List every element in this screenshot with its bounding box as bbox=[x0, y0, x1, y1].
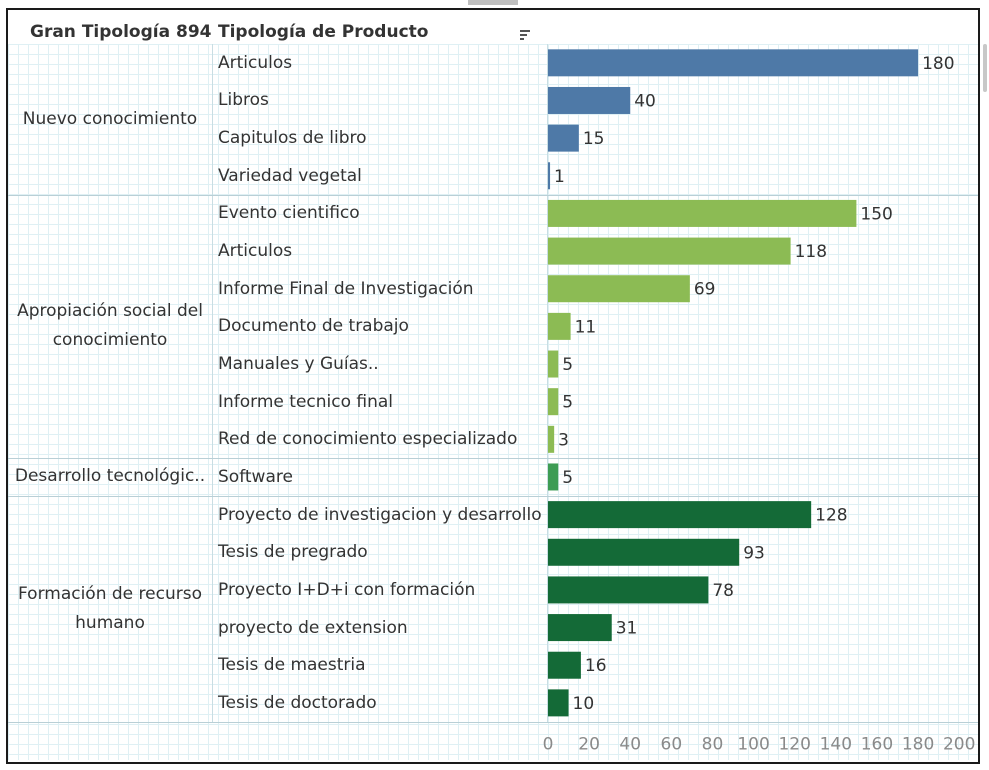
data-label: 128 bbox=[815, 506, 847, 526]
x-tick-label: 20 bbox=[578, 735, 600, 755]
bar[interactable] bbox=[548, 312, 571, 340]
bar[interactable] bbox=[548, 501, 812, 529]
category-column-header[interactable]: Tipología de Producto bbox=[218, 22, 429, 42]
x-tick-label: 0 bbox=[543, 735, 554, 755]
category-label[interactable]: Libros bbox=[218, 90, 269, 111]
x-tick-label: 80 bbox=[702, 735, 724, 755]
x-tick-label: 160 bbox=[861, 735, 893, 755]
category-label[interactable]: Red de conocimiento especializado bbox=[218, 429, 518, 450]
bar[interactable] bbox=[548, 86, 631, 114]
x-tick-label: 120 bbox=[778, 735, 810, 755]
category-label[interactable]: Tesis de doctorado bbox=[218, 692, 377, 713]
category-label[interactable]: proyecto de extension bbox=[218, 617, 408, 638]
data-label: 5 bbox=[562, 468, 573, 488]
x-tick-label: 200 bbox=[943, 735, 975, 755]
data-label: 1 bbox=[554, 167, 565, 187]
x-tick-label: 100 bbox=[737, 735, 769, 755]
bar[interactable] bbox=[548, 237, 791, 265]
category-label[interactable]: Informe tecnico final bbox=[218, 391, 394, 412]
category-label[interactable]: Tesis de maestria bbox=[218, 655, 366, 676]
category-label[interactable]: Tesis de pregrado bbox=[218, 542, 368, 563]
sort-icon[interactable] bbox=[520, 30, 530, 40]
category-label[interactable]: Evento cientifico bbox=[218, 203, 360, 224]
axis-baseline bbox=[547, 44, 548, 722]
group-label[interactable]: Desarrollo tecnológic.. bbox=[14, 466, 206, 487]
data-label: 69 bbox=[694, 280, 716, 300]
data-label: 5 bbox=[562, 393, 573, 413]
data-label: 93 bbox=[743, 543, 765, 563]
data-label: 15 bbox=[583, 129, 605, 149]
category-label[interactable]: Proyecto de investigacion y desarrollo bbox=[218, 504, 542, 525]
grid-background bbox=[8, 44, 978, 760]
bar[interactable] bbox=[548, 388, 559, 416]
top-tab-indicator bbox=[468, 0, 518, 5]
category-label[interactable]: Documento de trabajo bbox=[218, 316, 409, 337]
data-label: 118 bbox=[795, 242, 827, 262]
bar[interactable] bbox=[548, 275, 690, 303]
group-separator bbox=[8, 194, 978, 196]
bar[interactable] bbox=[548, 162, 551, 190]
bar[interactable] bbox=[548, 425, 555, 453]
category-label[interactable]: Manuales y Guías.. bbox=[218, 354, 379, 375]
data-label: 150 bbox=[860, 204, 892, 224]
x-tick-label: 60 bbox=[661, 735, 683, 755]
category-label[interactable]: Articulos bbox=[218, 241, 293, 262]
bar[interactable] bbox=[548, 614, 612, 642]
bar[interactable] bbox=[548, 124, 579, 152]
group-separator bbox=[8, 495, 978, 497]
bar[interactable] bbox=[548, 651, 581, 679]
data-label: 5 bbox=[562, 355, 573, 375]
category-label[interactable]: Informe Final de Investigación bbox=[218, 278, 474, 299]
data-label: 78 bbox=[712, 581, 734, 601]
data-label: 11 bbox=[575, 317, 597, 337]
data-label: 3 bbox=[558, 430, 569, 450]
axis-separator bbox=[8, 721, 978, 723]
category-label[interactable]: Articulos bbox=[218, 52, 293, 73]
data-label: 31 bbox=[616, 619, 638, 639]
bar[interactable] bbox=[548, 689, 569, 717]
x-tick-label: 180 bbox=[902, 735, 934, 755]
group-separator bbox=[8, 458, 978, 460]
bar[interactable] bbox=[548, 199, 857, 227]
scrollbar[interactable] bbox=[983, 44, 987, 92]
data-label: 16 bbox=[585, 656, 607, 676]
data-label: 10 bbox=[573, 694, 595, 714]
group-label[interactable]: Formación de recurso humano bbox=[18, 583, 202, 633]
category-label[interactable]: Variedad vegetal bbox=[218, 165, 362, 186]
bar[interactable] bbox=[548, 49, 919, 77]
column-divider bbox=[212, 44, 213, 722]
bar[interactable] bbox=[548, 538, 740, 566]
group-label[interactable]: Apropiación social del conocimiento bbox=[17, 301, 203, 351]
x-tick-label: 40 bbox=[619, 735, 641, 755]
category-label[interactable]: Proyecto I+D+i con formación bbox=[218, 579, 476, 600]
bar[interactable] bbox=[548, 576, 709, 604]
bar[interactable] bbox=[548, 463, 559, 491]
group-label[interactable]: Nuevo conocimiento bbox=[22, 108, 198, 129]
category-label[interactable]: Capitulos de libro bbox=[218, 128, 367, 149]
data-label: 180 bbox=[922, 54, 954, 74]
data-label: 40 bbox=[634, 91, 656, 111]
category-label[interactable]: Software bbox=[218, 466, 293, 487]
group-column-header[interactable]: Gran Tipología 894 bbox=[30, 22, 212, 42]
bar[interactable] bbox=[548, 350, 559, 378]
x-tick-label: 140 bbox=[820, 735, 852, 755]
